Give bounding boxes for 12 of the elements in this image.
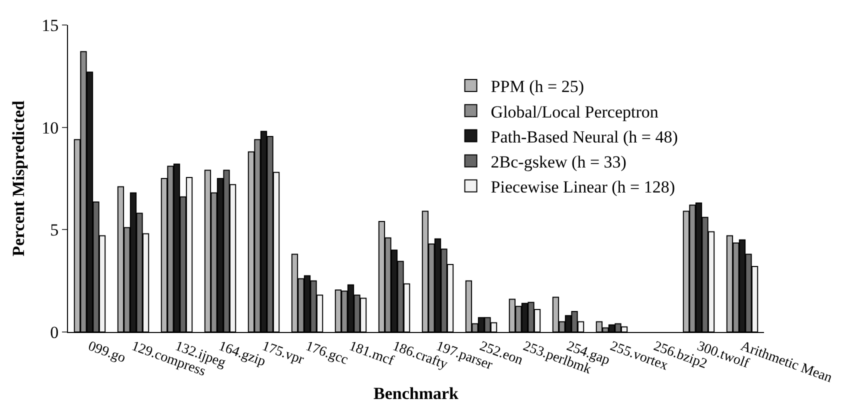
x-tick-label: 099.go (86, 339, 128, 366)
y-tick-label: 15 (42, 16, 59, 35)
y-tick-label: 10 (42, 118, 59, 138)
legend-label: 2Bc-gskew (h = 33) (490, 152, 626, 172)
y-tick-label: 0 (50, 322, 59, 342)
y-tick-label: 5 (50, 220, 59, 240)
legend-label: Global/Local Perceptron (490, 102, 659, 122)
legend-label: Path-Based Neural (h = 48) (490, 127, 678, 146)
legend-label: PPM (h = 25) (490, 77, 584, 96)
y-axis-title: Percent Mispredicted (9, 100, 28, 256)
legend-label: Piecewise Linear (h = 128) (490, 178, 676, 197)
x-axis-title: Benchmark (374, 384, 460, 403)
